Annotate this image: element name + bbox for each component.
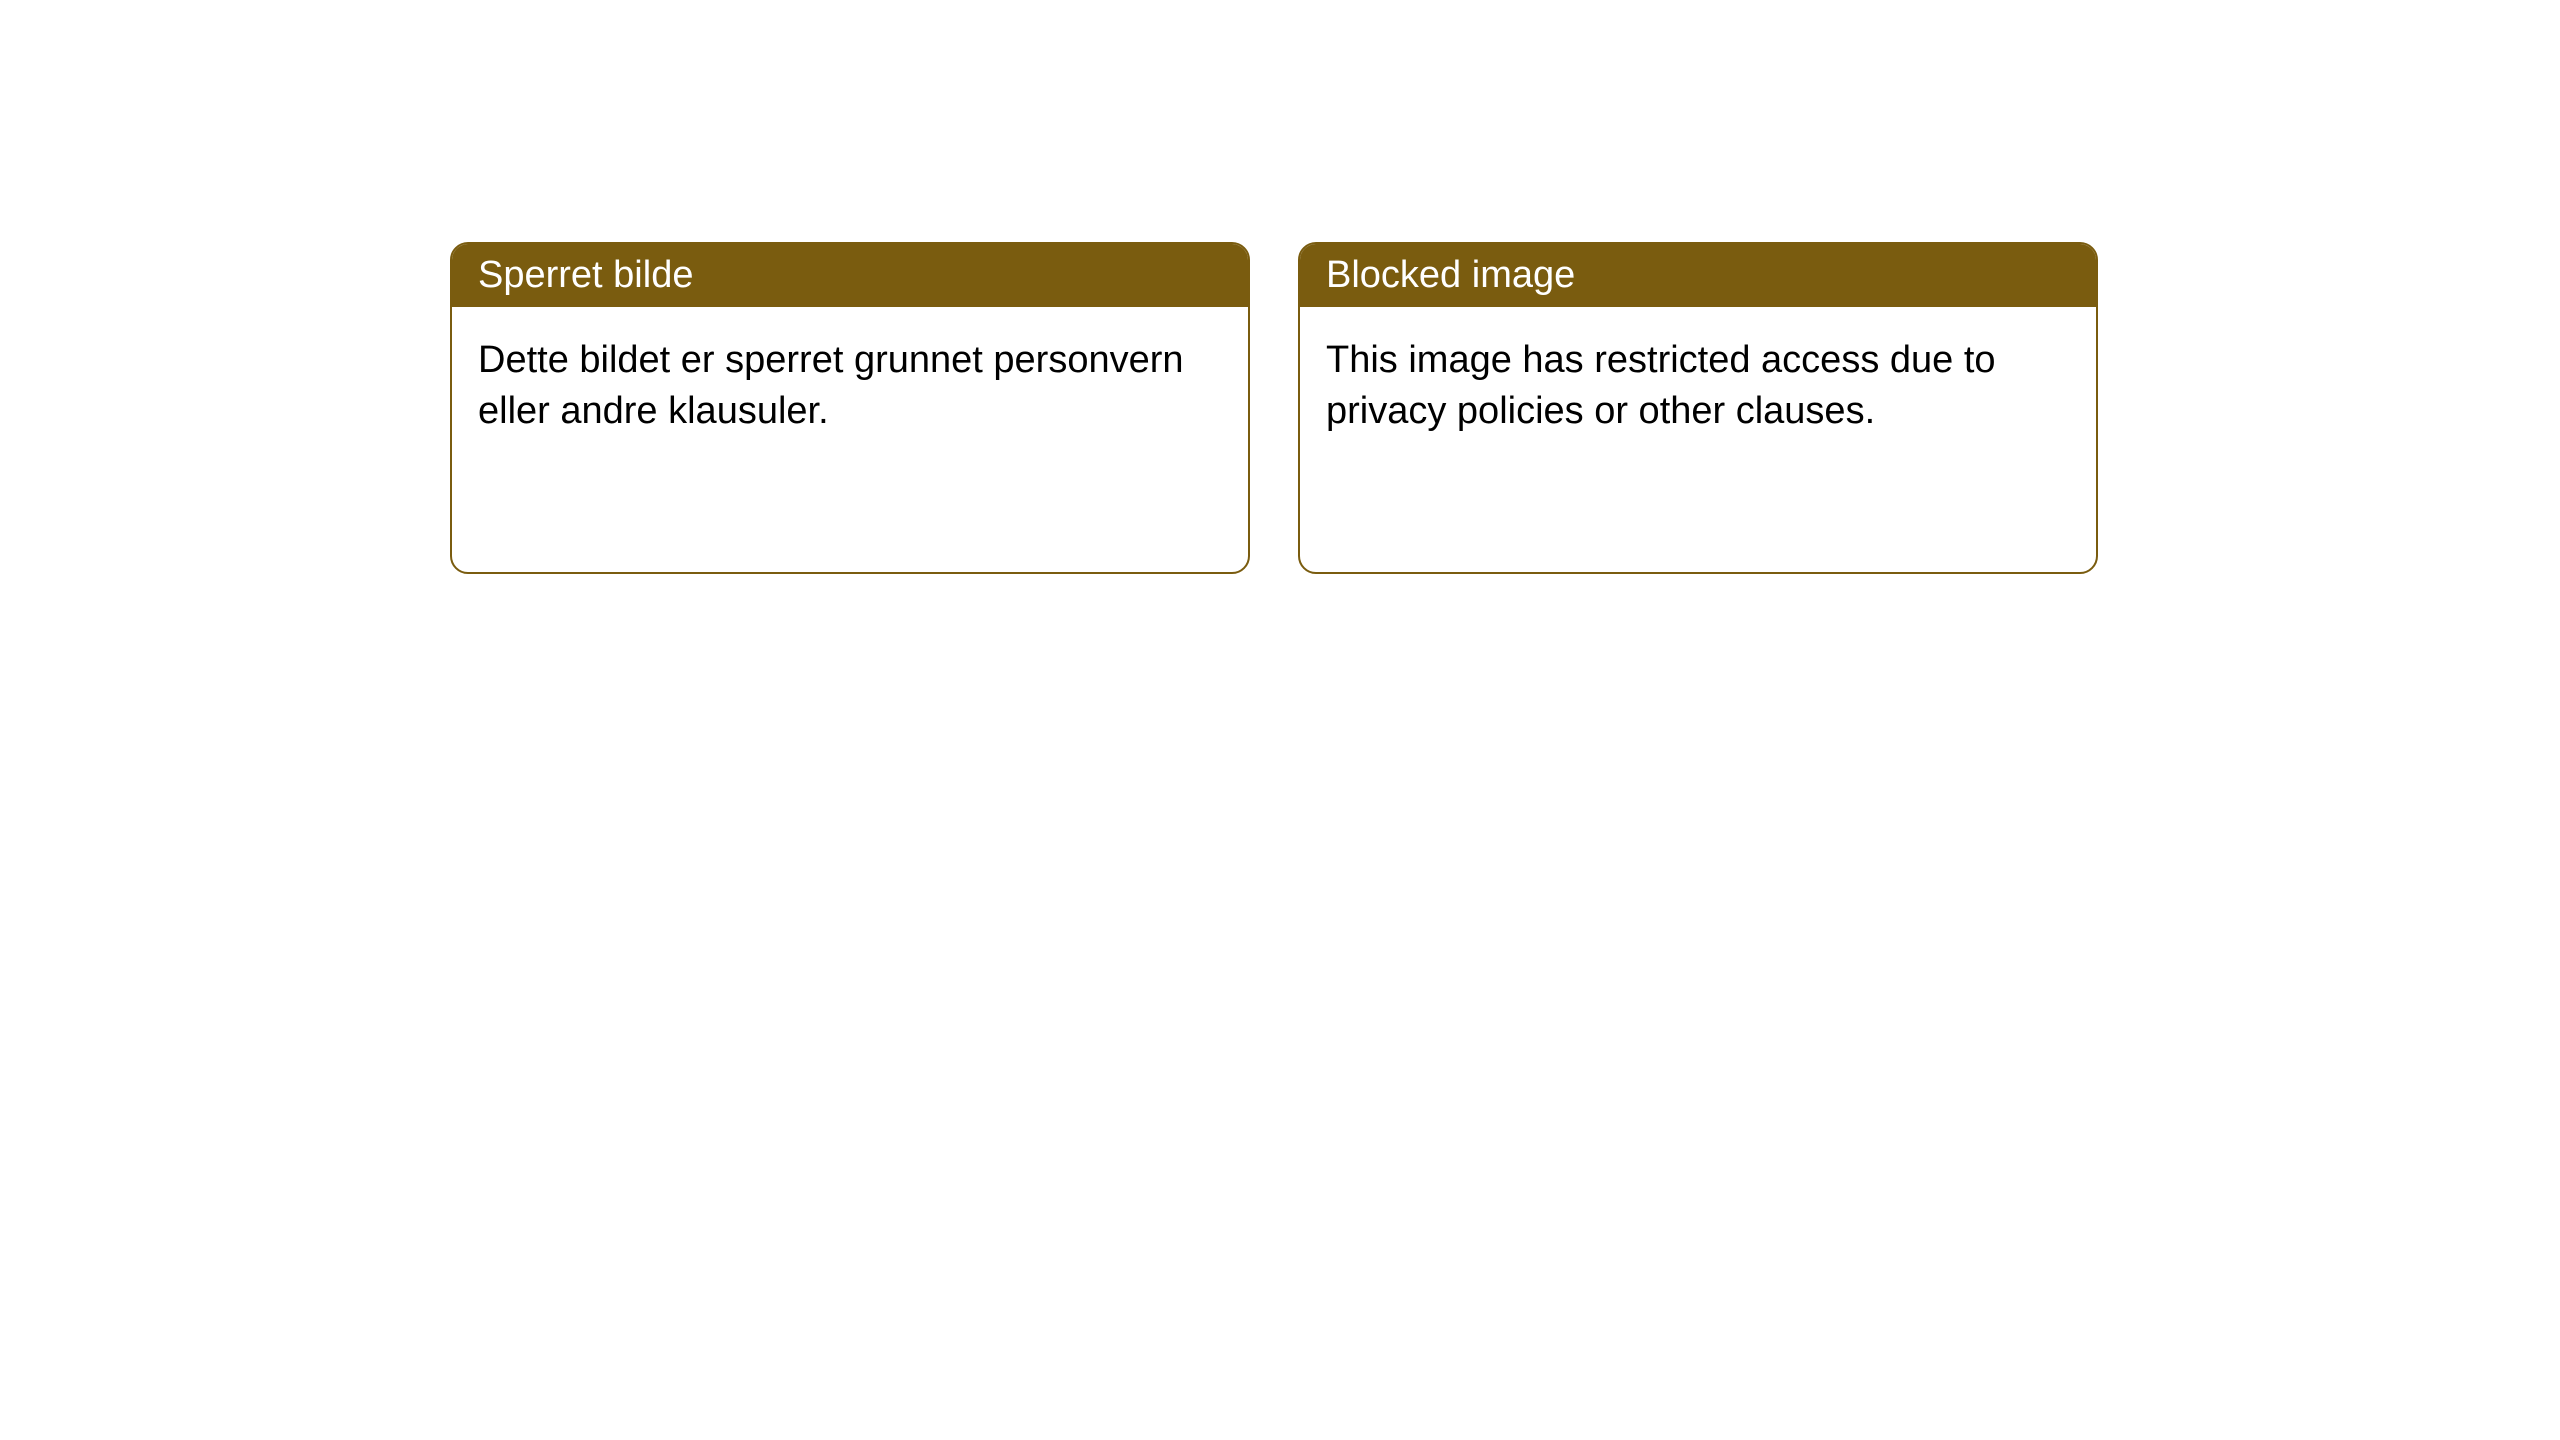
notice-title-norwegian: Sperret bilde [478, 254, 693, 296]
notice-card-english: Blocked image This image has restricted … [1298, 242, 2098, 574]
notice-text-norwegian: Dette bildet er sperret grunnet personve… [478, 339, 1184, 432]
notice-text-english: This image has restricted access due to … [1326, 339, 1996, 432]
notice-card-norwegian: Sperret bilde Dette bildet er sperret gr… [450, 242, 1250, 574]
notice-body-norwegian: Dette bildet er sperret grunnet personve… [452, 307, 1248, 466]
notice-header-norwegian: Sperret bilde [452, 244, 1248, 307]
notice-body-english: This image has restricted access due to … [1300, 307, 2096, 466]
notice-title-english: Blocked image [1326, 254, 1575, 296]
notice-header-english: Blocked image [1300, 244, 2096, 307]
notice-container: Sperret bilde Dette bildet er sperret gr… [0, 0, 2560, 574]
